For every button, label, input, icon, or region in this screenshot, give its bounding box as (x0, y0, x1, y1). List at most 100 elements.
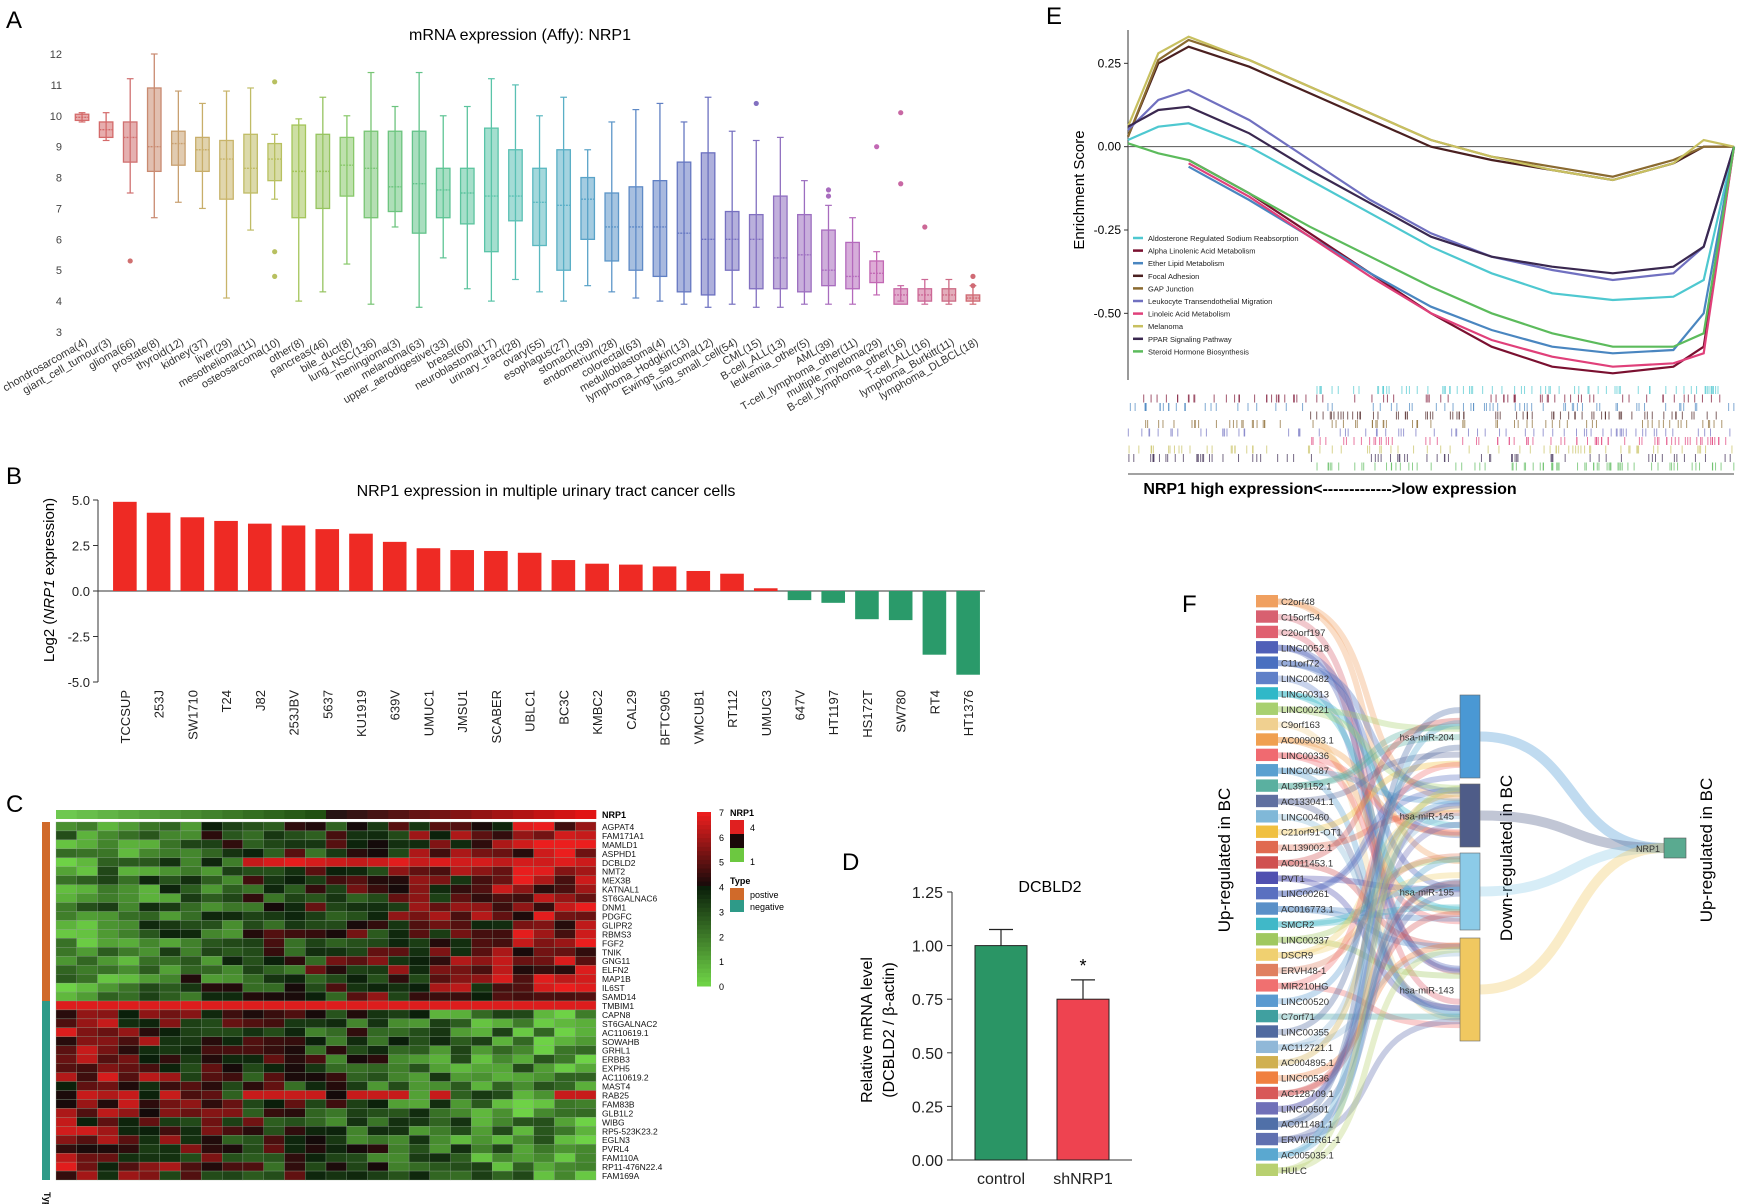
panel-c-cell (222, 866, 244, 876)
panel-a-box (532, 167, 547, 247)
panel-c-cell (305, 1009, 327, 1020)
panel-c-cell (76, 1009, 98, 1020)
panel-f-link (1277, 936, 1461, 979)
panel-c-cell (492, 1117, 514, 1127)
panel-c-cell (55, 1018, 77, 1029)
panel-c-row-label: PVRL4 (602, 1144, 629, 1154)
panel-c-cell (408, 974, 430, 984)
panel-c-cell (554, 982, 576, 993)
panel-c-cell (159, 1054, 181, 1064)
panel-b-x-tick-label: UMUC1 (421, 690, 436, 736)
panel-c-cell (55, 1135, 77, 1145)
panel-c-cell (367, 1009, 389, 1020)
panel-f-lncrna-node (1256, 595, 1278, 608)
panel-c-cell (97, 875, 119, 885)
panel-f-lncrna-node (1256, 887, 1278, 900)
panel-c-cell (242, 1161, 264, 1172)
panel-c-cell (346, 893, 368, 903)
panel-c-cell (471, 965, 493, 975)
panel-c-cell (159, 1108, 181, 1118)
panel-c-cell (284, 911, 306, 921)
panel-c-cell (76, 1018, 98, 1029)
panel-c-scale-segment (697, 872, 711, 878)
panel-c-cell (554, 1108, 576, 1118)
panel-c-legend-type-negative-swatch (730, 900, 744, 912)
panel-c-cell (450, 893, 472, 903)
panel-c-cell (408, 1000, 430, 1011)
panel-letter-e: E (1046, 3, 1062, 30)
panel-c-cell (408, 866, 430, 876)
panel-d-y-tick-label: 1.00 (912, 939, 943, 956)
panel-f-link (1277, 856, 1461, 943)
panel-c-cell (429, 821, 451, 832)
panel-f-lncrna-node (1256, 748, 1278, 762)
panel-c-row-label: MAST4 (602, 1082, 631, 1092)
panel-c-cell (284, 1045, 306, 1055)
panel-c-cell (242, 857, 264, 867)
panel-c-cell (450, 1072, 472, 1082)
panel-f-link (1277, 706, 1461, 791)
panel-c-cell (325, 1170, 347, 1181)
panel-b-bar (214, 520, 238, 591)
panel-c-cell (325, 974, 347, 984)
panel-c-cell (492, 1135, 514, 1145)
panel-b-x-tick-label: SW1710 (185, 690, 200, 740)
panel-c-cell (429, 1090, 451, 1100)
panel-c-cell (263, 1054, 285, 1064)
panel-c-cell (429, 911, 451, 921)
panel-c-cell (159, 1018, 181, 1029)
panel-a-box (748, 213, 764, 290)
panel-c-cell (492, 1108, 514, 1118)
panel-f-lncrna-label: LINC00487 (1281, 766, 1329, 777)
panel-f-lncrna-node (1256, 687, 1278, 700)
panel-c-cell (242, 848, 264, 858)
panel-d-title: DCBLD2 (1018, 879, 1081, 896)
panel-c-cell (554, 1018, 576, 1029)
panel-c-cell (533, 911, 555, 921)
panel-c-scale-segment (697, 877, 711, 883)
panel-c-cell (346, 1126, 368, 1136)
panel-b-x-tick-label: KU1919 (354, 690, 369, 737)
panel-c-cell (554, 1135, 576, 1145)
panel-f-link (1277, 906, 1461, 950)
panel-c-cell (388, 991, 410, 1002)
panel-c-cell (180, 1099, 202, 1109)
panel-c-cell (533, 1126, 555, 1136)
panel-c-cell (554, 1054, 576, 1064)
panel-c-cell (512, 893, 534, 903)
panel-c-cell (242, 1126, 264, 1136)
panel-c-cell (554, 1126, 576, 1136)
panel-c-cell (492, 830, 514, 841)
panel-a-box (676, 161, 692, 293)
panel-c-scale-tick-label: 1 (719, 957, 724, 967)
panel-c-cell (305, 821, 327, 832)
panel-c-cell (242, 1135, 264, 1145)
panel-c-cell (471, 938, 493, 948)
panel-c-cell (346, 884, 368, 894)
panel-c-cell (159, 974, 181, 984)
panel-c-cell (533, 1018, 555, 1029)
panel-c-cell (305, 1099, 327, 1109)
panel-c-cell (388, 1144, 410, 1154)
panel-f-lncrna-label: C15orf54 (1281, 613, 1320, 624)
panel-c-scale-segment (697, 946, 711, 952)
panel-c-cell (408, 902, 430, 912)
panel-c-cell (367, 1135, 389, 1145)
panel-c-nrp1-cell (326, 810, 348, 819)
panel-c-cell (575, 1090, 597, 1100)
panel-c-nrp1-cell (263, 810, 285, 819)
panel-b-bar (315, 529, 340, 591)
panel-c-cell (159, 821, 181, 832)
panel-c-cell (388, 1000, 410, 1011)
panel-c-cell (180, 1000, 202, 1011)
panel-c-cell (138, 830, 160, 841)
panel-b-x-tick-label: SCABER (489, 690, 504, 743)
panel-c-cell (138, 911, 160, 921)
panel-c-cell (242, 1000, 264, 1011)
panel-c-cell (346, 982, 368, 993)
panel-c-cell (554, 1063, 576, 1073)
panel-c-cell (159, 1027, 181, 1037)
panel-c-cell (512, 848, 534, 858)
panel-c-cell (222, 947, 244, 957)
